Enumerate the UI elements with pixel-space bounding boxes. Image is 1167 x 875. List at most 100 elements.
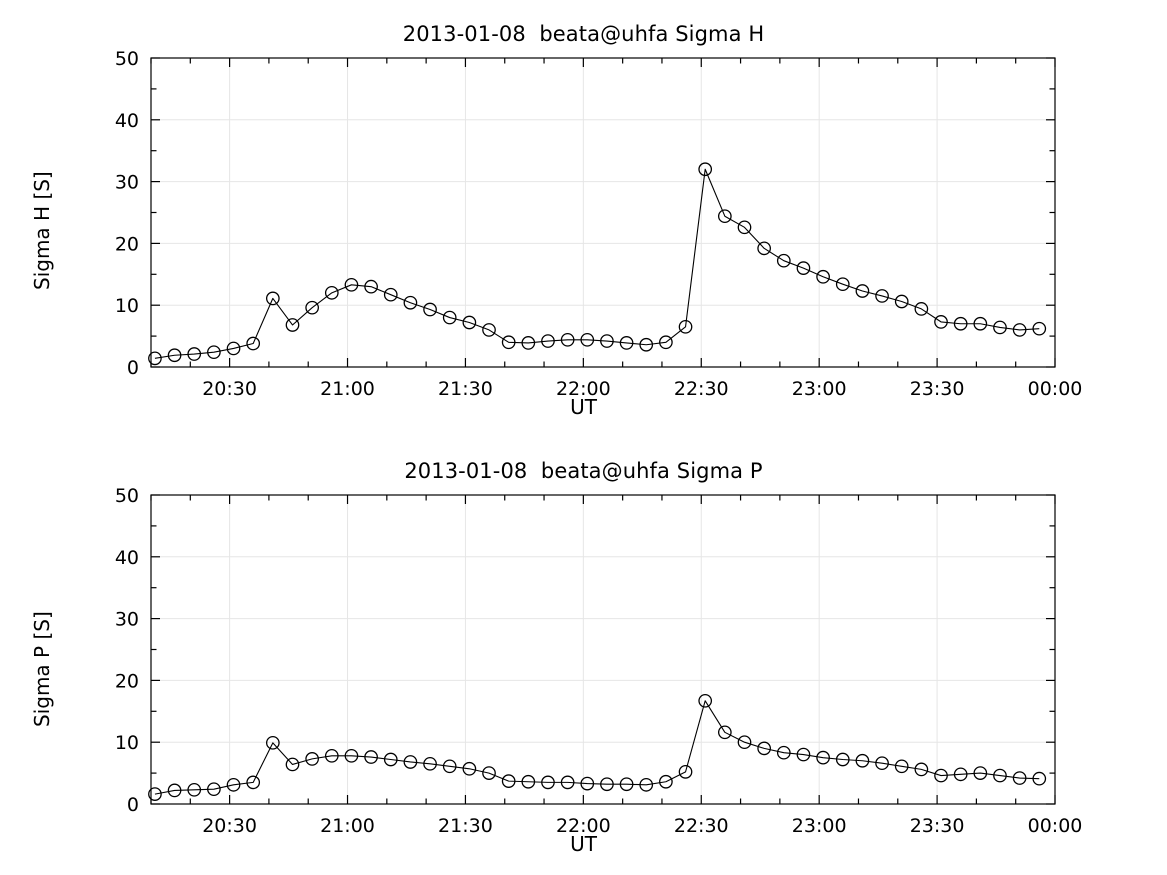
chart-sigma-h: 2013-01-08 beata@uhfa Sigma H 0 10 20 30 40 5… xyxy=(0,0,1167,437)
data-point-marker xyxy=(835,277,850,292)
data-point-marker xyxy=(914,762,929,777)
x-tick-label: 23:00 xyxy=(792,378,847,400)
data-point-marker xyxy=(324,748,339,763)
chart-title-sigma-p: 2013-01-08 beata@uhfa Sigma P xyxy=(404,459,763,483)
x-tick-label: 00:00 xyxy=(1028,815,1083,837)
x-tick-label: 23:30 xyxy=(910,378,965,400)
data-point-marker xyxy=(678,319,693,334)
data-point-marker xyxy=(894,759,909,774)
data-point-marker xyxy=(953,316,968,331)
data-point-marker xyxy=(521,774,536,789)
data-point-marker xyxy=(993,768,1007,783)
y-axis-label-sigma-p: Sigma P [S] xyxy=(30,611,54,727)
x-tick-label: 21:00 xyxy=(320,815,375,837)
data-point-marker xyxy=(659,335,673,350)
data-point-marker xyxy=(776,253,791,268)
data-point-marker xyxy=(148,787,162,801)
data-point-marker xyxy=(541,775,555,790)
data-point-marker xyxy=(717,725,732,740)
data-point-marker xyxy=(737,735,752,750)
data-point-marker xyxy=(207,345,221,360)
data-point-marker xyxy=(973,316,988,331)
data-point-marker xyxy=(580,776,595,791)
x-tick-label: 23:00 xyxy=(792,815,847,837)
y-tick-label: 30 xyxy=(115,609,139,631)
data-point-marker xyxy=(934,768,948,783)
data-point-marker xyxy=(383,287,398,302)
plot-area-sigma-h: 0 10 20 30 40 50 20:30 21:00 21:30 22:00 22:30 23:0… xyxy=(115,48,1083,400)
data-point-marker xyxy=(364,279,378,294)
data-point-marker xyxy=(364,750,378,764)
data-point-marker xyxy=(698,693,713,708)
x-tick-label: 21:30 xyxy=(438,815,493,837)
data-point-marker xyxy=(816,269,830,284)
data-point-marker xyxy=(875,289,889,303)
x-tick-label: 00:00 xyxy=(1028,378,1083,400)
data-point-marker xyxy=(246,336,261,351)
y-tick-label: 10 xyxy=(115,295,139,317)
data-point-marker xyxy=(541,334,555,348)
data-point-marker xyxy=(501,774,516,788)
data-line-sigma-h xyxy=(154,168,1040,359)
data-point-marker xyxy=(226,777,241,792)
data-point-marker xyxy=(796,261,811,275)
y-tick-label: 20 xyxy=(115,233,139,255)
data-point-marker xyxy=(1032,321,1047,336)
data-point-marker xyxy=(914,302,929,316)
chart-title-sigma-h: 2013-01-08 beata@uhfa Sigma H xyxy=(402,22,765,46)
data-point-marker xyxy=(403,295,418,310)
x-tick-label: 21:00 xyxy=(320,378,375,400)
data-point-marker xyxy=(855,753,870,768)
data-point-marker xyxy=(187,347,202,361)
y-tick-label: 50 xyxy=(115,485,139,507)
data-point-marker xyxy=(187,782,202,797)
data-point-marker xyxy=(383,752,398,767)
x-axis-label-sigma-h: UT xyxy=(570,395,597,419)
data-point-marker xyxy=(875,756,889,771)
data-point-marker xyxy=(324,285,339,300)
data-point-marker xyxy=(894,294,909,309)
data-point-marker xyxy=(659,774,673,789)
data-point-marker xyxy=(482,323,496,337)
x-axis-label-sigma-p: UT xyxy=(570,832,597,856)
data-point-marker xyxy=(207,782,221,797)
data-point-marker xyxy=(639,777,654,792)
data-point-marker xyxy=(855,284,870,298)
data-point-marker xyxy=(521,336,536,350)
x-tick-label: 22:00 xyxy=(556,815,611,837)
y-tick-label: 20 xyxy=(115,670,139,692)
data-point-marker xyxy=(619,777,634,792)
data-point-marker xyxy=(796,747,811,762)
data-point-marker xyxy=(344,277,359,292)
data-point-marker xyxy=(600,777,614,792)
data-point-marker xyxy=(973,766,988,780)
data-point-marker xyxy=(600,334,614,348)
x-tick-label: 20:30 xyxy=(202,815,257,837)
data-line-sigma-p xyxy=(154,700,1040,795)
data-point-marker xyxy=(285,318,300,332)
x-tick-label: 21:30 xyxy=(438,378,493,400)
data-point-marker xyxy=(344,748,359,763)
data-point-marker xyxy=(757,241,772,256)
data-point-marker xyxy=(1012,771,1027,785)
data-point-marker xyxy=(462,761,477,776)
plot-area-sigma-p: 0 10 20 30 40 50 20:30 21:00 21:30 22:00 22:30 23:0… xyxy=(115,485,1083,837)
data-point-marker xyxy=(462,315,477,330)
x-tick-label: 22:30 xyxy=(674,378,729,400)
data-point-marker xyxy=(757,741,772,756)
data-point-marker xyxy=(1012,323,1027,337)
data-point-marker xyxy=(305,300,319,315)
y-tick-label: 40 xyxy=(115,547,139,569)
data-point-marker xyxy=(953,767,968,782)
data-point-marker xyxy=(167,783,182,798)
data-point-marker xyxy=(560,332,575,347)
data-point-marker xyxy=(442,310,457,325)
data-point-marker xyxy=(619,336,634,350)
data-point-marker xyxy=(305,752,319,766)
x-tick-label: 20:30 xyxy=(202,378,257,400)
data-point-marker xyxy=(560,775,575,790)
y-tick-label: 40 xyxy=(115,110,139,132)
data-point-marker xyxy=(423,756,437,771)
data-point-marker xyxy=(993,320,1007,335)
